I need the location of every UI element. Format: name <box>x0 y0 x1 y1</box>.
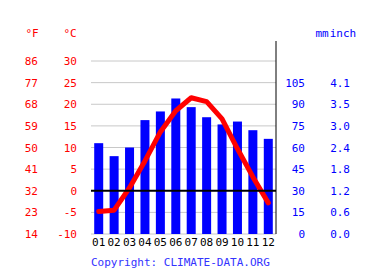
month-label: 03 <box>123 236 136 249</box>
celsius-label: °C <box>63 27 76 40</box>
mm-tick-label: 45 <box>292 163 305 176</box>
month-label: 09 <box>215 236 228 249</box>
mm-tick-label: 0 <box>298 228 305 241</box>
inch-tick-label: 2.4 <box>330 142 350 155</box>
mm-tick-label: 60 <box>292 142 305 155</box>
fahrenheit-tick-label: 68 <box>25 98 38 111</box>
month-label: 04 <box>138 236 152 249</box>
precipitation-bar <box>110 156 119 234</box>
celsius-tick-label: 25 <box>64 77 77 90</box>
celsius-tick-label: 5 <box>70 163 77 176</box>
inch-tick-label: 0.0 <box>330 228 350 241</box>
celsius-tick-label: -10 <box>57 228 77 241</box>
fahrenheit-tick-label: 59 <box>25 120 38 133</box>
celsius-tick-label: 20 <box>64 98 77 111</box>
mm-tick-label: 105 <box>285 77 305 90</box>
temperature-line <box>99 98 269 212</box>
mm-tick-label: 75 <box>292 120 305 133</box>
mm-tick-label: 15 <box>292 206 305 219</box>
inch-tick-label: 3.5 <box>330 98 350 111</box>
mm-tick-label: 30 <box>292 185 305 198</box>
grid-line <box>91 212 276 213</box>
precipitation-bar <box>202 117 211 234</box>
fahrenheit-tick-label: 41 <box>25 163 38 176</box>
copyright: Copyright: CLIMATE-DATA.ORG <box>91 256 270 269</box>
month-label: 08 <box>200 236 213 249</box>
month-label: 10 <box>231 236 244 249</box>
fahrenheit-tick-label: 14 <box>25 228 39 241</box>
precipitation-bar <box>94 143 103 234</box>
grid-line <box>91 82 276 83</box>
grid-line <box>91 147 276 148</box>
fahrenheit-tick-label: 77 <box>25 77 38 90</box>
fahrenheit-tick-label: 50 <box>25 142 38 155</box>
inch-label: inch <box>330 27 357 40</box>
mm-label: mm <box>315 27 329 40</box>
fahrenheit-tick-label: 23 <box>25 206 38 219</box>
grid-line <box>91 125 276 126</box>
month-label: 12 <box>262 236 275 249</box>
celsius-tick-label: 30 <box>64 55 77 68</box>
grid-line <box>91 234 276 235</box>
mm-tick-label: 90 <box>292 98 305 111</box>
month-label: 05 <box>154 236 167 249</box>
inch-tick-label: 4.1 <box>330 77 350 90</box>
celsius-tick-label: -5 <box>64 206 77 219</box>
chart-container: °F°C142332415059687786-10-5051015202530m… <box>0 0 365 273</box>
month-label: 07 <box>185 236 198 249</box>
inch-tick-label: 3.0 <box>330 120 350 133</box>
celsius-tick-label: 15 <box>64 120 77 133</box>
y2-axis-line <box>276 41 277 234</box>
inch-tick-label: 0.6 <box>330 206 350 219</box>
month-label: 02 <box>108 236 121 249</box>
fahrenheit-tick-label: 32 <box>25 185 38 198</box>
inch-tick-label: 1.2 <box>330 185 350 198</box>
fahrenheit-tick-label: 86 <box>25 55 38 68</box>
grid-line <box>91 61 276 62</box>
precipitation-bar <box>140 120 149 234</box>
precipitation-bar <box>187 107 196 234</box>
month-label: 01 <box>92 236 105 249</box>
celsius-tick-label: 10 <box>64 142 77 155</box>
chart-svg: °F°C142332415059687786-10-5051015202530m… <box>0 0 365 273</box>
inch-tick-label: 1.8 <box>330 163 350 176</box>
precipitation-bar <box>264 139 273 234</box>
month-label: 11 <box>246 236 259 249</box>
celsius-tick-label: 0 <box>70 185 77 198</box>
month-label: 06 <box>169 236 182 249</box>
plot-area <box>94 98 273 234</box>
precipitation-bar <box>218 124 227 234</box>
fahrenheit-label: °F <box>25 27 38 40</box>
zero-line <box>91 190 276 192</box>
